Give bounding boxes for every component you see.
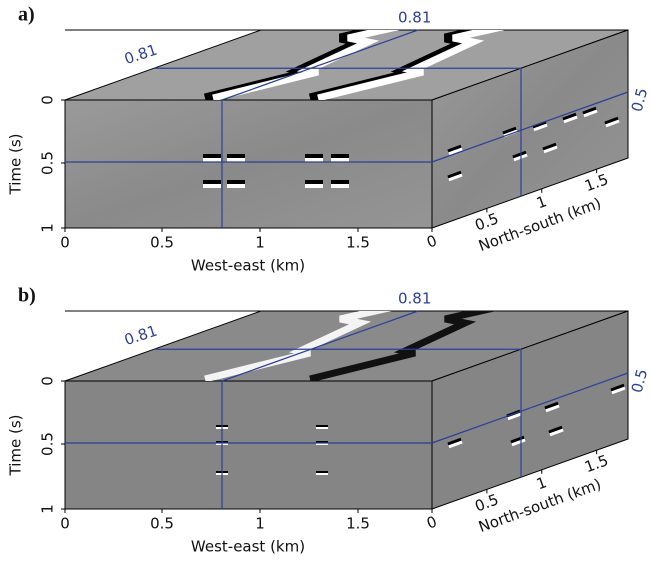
z-tick-label: 1 xyxy=(534,192,549,212)
slice-line xyxy=(221,29,419,101)
event xyxy=(533,123,548,132)
event xyxy=(582,106,597,115)
z-tick-label: 0 xyxy=(424,512,439,532)
x-tick-label: 1.5 xyxy=(346,515,370,533)
y-tick-label: 0.5 xyxy=(39,432,57,456)
event xyxy=(316,441,328,443)
event xyxy=(204,311,421,381)
side-face xyxy=(431,29,629,229)
side-events xyxy=(447,106,620,182)
event xyxy=(227,154,245,158)
side-events xyxy=(447,383,626,449)
event xyxy=(305,158,323,162)
slice-line xyxy=(431,91,629,163)
top-events xyxy=(203,30,534,100)
event xyxy=(448,173,463,182)
event xyxy=(507,412,522,421)
slice-line xyxy=(431,372,629,444)
slice-label: 0.81 xyxy=(122,322,159,349)
event xyxy=(212,30,429,100)
x-tick-label: 1 xyxy=(255,234,265,252)
z-tick-label: 1 xyxy=(534,473,549,493)
panel: b) 0.81 0.81 0.5 0 0.5 1 1.5 West-east (km) 0 0.5 1… xyxy=(7,285,652,556)
y-tick-label: 0 xyxy=(39,376,57,386)
event xyxy=(227,158,245,162)
x-tick-label: 1.5 xyxy=(346,234,370,252)
event xyxy=(544,401,559,410)
y-axis-label: Time (s) xyxy=(7,134,25,196)
z-tick-label: 0 xyxy=(424,231,439,251)
event xyxy=(447,437,462,446)
event xyxy=(543,145,558,154)
z-tick-label: 1.5 xyxy=(582,451,611,476)
panel-label: a) xyxy=(18,4,35,26)
event xyxy=(316,425,328,427)
slice-label: 0.81 xyxy=(122,41,159,68)
slice-label: 0.5 xyxy=(628,367,652,395)
event xyxy=(448,440,463,449)
event xyxy=(511,438,526,447)
event xyxy=(331,180,349,184)
y-axis-label: Time (s) xyxy=(7,415,25,477)
event xyxy=(512,150,527,159)
event xyxy=(203,154,221,158)
y-tick-label: 0 xyxy=(39,95,57,105)
x-tick-label: 0 xyxy=(60,515,70,533)
event xyxy=(545,404,560,413)
panel: a) 0.81 0.81 0.5 0 0.5 1 1.5 West-east (km) 0 0.5 1… xyxy=(7,4,652,275)
slice-label: 0.81 xyxy=(398,9,431,27)
event xyxy=(227,180,245,184)
x-tick-label: 0.5 xyxy=(150,515,174,533)
event xyxy=(548,425,563,434)
y-tick-label: 1 xyxy=(39,223,57,233)
x-axis-label: West-east (km) xyxy=(191,538,305,556)
event xyxy=(317,30,534,100)
event xyxy=(309,311,526,381)
event xyxy=(542,142,557,151)
event xyxy=(549,428,564,437)
event xyxy=(611,386,626,395)
event xyxy=(605,119,620,128)
event xyxy=(316,443,328,445)
top-events xyxy=(204,311,526,381)
event xyxy=(203,184,221,188)
event xyxy=(331,184,349,188)
event xyxy=(203,158,221,162)
event xyxy=(316,473,328,475)
event xyxy=(604,116,619,125)
event xyxy=(305,154,323,158)
event xyxy=(447,170,462,179)
x-axis-label: West-east (km) xyxy=(191,257,305,275)
z-tick-label: 1.5 xyxy=(582,170,611,195)
event xyxy=(316,471,328,473)
event xyxy=(447,144,462,153)
y-tick-label: 0.5 xyxy=(39,151,57,175)
event xyxy=(227,184,245,188)
event xyxy=(305,180,323,184)
panel-label: b) xyxy=(18,285,36,307)
y-tick-label: 1 xyxy=(39,504,57,514)
event xyxy=(610,383,625,392)
event xyxy=(331,154,349,158)
event xyxy=(563,115,578,124)
x-tick-label: 0.5 xyxy=(150,234,174,252)
event xyxy=(448,147,463,156)
event xyxy=(331,158,349,162)
event xyxy=(562,112,577,121)
slice-label: 0.5 xyxy=(628,86,652,114)
slice-line xyxy=(221,310,419,382)
event xyxy=(305,184,323,188)
event xyxy=(502,126,517,135)
event xyxy=(316,427,328,429)
event xyxy=(203,180,221,184)
front-face xyxy=(64,380,433,510)
slice-label: 0.81 xyxy=(398,290,431,308)
front-face xyxy=(64,99,433,229)
x-tick-label: 0 xyxy=(60,234,70,252)
side-face xyxy=(431,310,629,510)
x-tick-label: 1 xyxy=(255,515,265,533)
event xyxy=(583,109,598,118)
